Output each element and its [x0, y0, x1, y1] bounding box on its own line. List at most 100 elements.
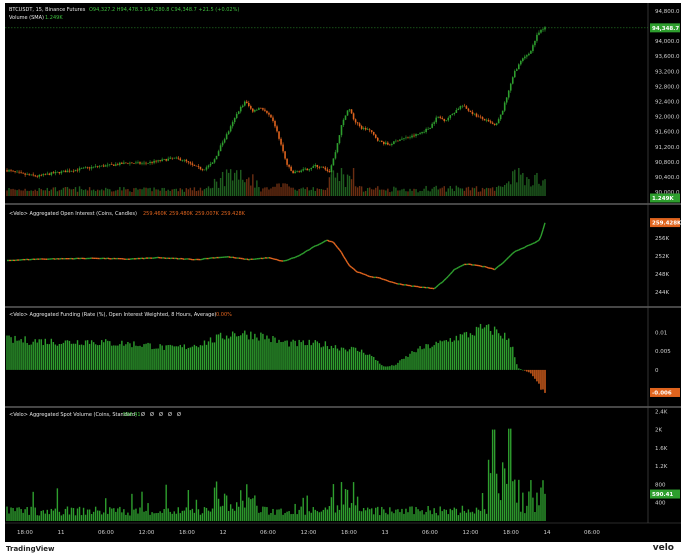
funding-bar[interactable]: [350, 346, 353, 370]
funding-bar[interactable]: [403, 358, 405, 370]
funding-bar[interactable]: [219, 332, 222, 370]
candle[interactable]: [195, 165, 198, 167]
funding-bar[interactable]: [465, 331, 468, 370]
oi-segment[interactable]: [504, 258, 508, 262]
oi-segment[interactable]: [395, 282, 399, 285]
candle[interactable]: [489, 121, 492, 123]
spot-volume-bar[interactable]: [455, 508, 458, 521]
funding-bar[interactable]: [229, 336, 232, 370]
oi-segment[interactable]: [462, 263, 465, 267]
spot-volume-bar[interactable]: [68, 514, 71, 521]
spot-volume-bar[interactable]: [292, 513, 294, 521]
candle[interactable]: [300, 170, 302, 172]
spot-volume-bar[interactable]: [119, 506, 121, 521]
candle[interactable]: [219, 145, 222, 152]
candle[interactable]: [96, 166, 99, 167]
candle[interactable]: [60, 171, 63, 174]
funding-bar[interactable]: [368, 354, 371, 370]
candle[interactable]: [433, 122, 435, 124]
candle[interactable]: [485, 119, 488, 121]
spot-volume-bar[interactable]: [467, 509, 470, 521]
candle[interactable]: [302, 169, 305, 171]
funding-bar[interactable]: [375, 359, 377, 370]
spot-volume-bar[interactable]: [459, 512, 462, 521]
spot-volume-bar[interactable]: [352, 482, 355, 521]
spot-volume-bar[interactable]: [516, 502, 518, 521]
candle[interactable]: [336, 143, 339, 153]
spot-volume-bar[interactable]: [254, 495, 256, 521]
candle[interactable]: [167, 158, 169, 161]
funding-bar[interactable]: [254, 333, 256, 370]
candle[interactable]: [121, 162, 123, 164]
candle[interactable]: [499, 114, 502, 120]
candle[interactable]: [169, 157, 172, 159]
candle[interactable]: [457, 108, 460, 111]
candle[interactable]: [149, 161, 151, 164]
candle[interactable]: [18, 171, 20, 173]
candle[interactable]: [320, 166, 323, 168]
candle[interactable]: [419, 133, 421, 135]
candle[interactable]: [199, 166, 202, 170]
candle[interactable]: [360, 126, 363, 129]
funding-bar[interactable]: [193, 344, 196, 370]
candle[interactable]: [401, 138, 403, 140]
candle[interactable]: [447, 117, 450, 121]
candle[interactable]: [328, 171, 331, 173]
funding-bar[interactable]: [233, 333, 236, 370]
spot-volume-bar[interactable]: [133, 509, 135, 521]
funding-bar[interactable]: [360, 349, 363, 370]
funding-bar[interactable]: [449, 338, 451, 370]
candle[interactable]: [266, 110, 268, 113]
spot-volume-bar[interactable]: [244, 507, 246, 521]
candle[interactable]: [42, 174, 45, 176]
spot-volume-bar[interactable]: [111, 508, 113, 521]
oi-segment[interactable]: [391, 281, 395, 284]
spot-volume-bar[interactable]: [304, 514, 306, 521]
funding-bar[interactable]: [534, 369, 536, 379]
funding-bar[interactable]: [165, 345, 167, 370]
spot-volume-bar[interactable]: [437, 515, 439, 521]
funding-bar[interactable]: [306, 345, 308, 370]
funding-bar[interactable]: [113, 345, 115, 370]
candle[interactable]: [64, 170, 67, 173]
funding-bar[interactable]: [201, 345, 204, 370]
candle[interactable]: [513, 70, 516, 78]
oi-segment[interactable]: [528, 243, 532, 246]
candle[interactable]: [46, 173, 49, 175]
candle[interactable]: [366, 129, 369, 131]
spot-volume-bar[interactable]: [497, 493, 500, 521]
spot-volume-bar[interactable]: [74, 515, 77, 521]
spot-volume-bar[interactable]: [44, 513, 46, 521]
candle[interactable]: [34, 175, 37, 177]
candle[interactable]: [161, 159, 163, 162]
funding-bar[interactable]: [163, 349, 165, 370]
candle[interactable]: [203, 169, 206, 171]
spot-volume-bar[interactable]: [157, 512, 159, 521]
candle[interactable]: [153, 160, 155, 163]
spot-volume-bar[interactable]: [70, 507, 73, 521]
oi-segment[interactable]: [363, 273, 366, 276]
candle[interactable]: [461, 105, 464, 107]
spot-volume-bar[interactable]: [250, 499, 252, 521]
spot-volume-bar[interactable]: [52, 510, 55, 521]
oi-segment[interactable]: [353, 268, 357, 272]
candle[interactable]: [497, 119, 500, 124]
funding-bar[interactable]: [92, 342, 95, 370]
spot-volume-bar[interactable]: [121, 512, 123, 521]
spot-volume-bar[interactable]: [227, 510, 230, 521]
oi-segment[interactable]: [228, 256, 231, 259]
funding-bar[interactable]: [183, 344, 186, 370]
oi-segment[interactable]: [344, 259, 349, 264]
oi-segment[interactable]: [288, 257, 292, 261]
spot-volume-bar[interactable]: [155, 513, 157, 521]
funding-bar[interactable]: [88, 343, 91, 370]
oi-segment[interactable]: [190, 258, 193, 261]
oi-segment[interactable]: [298, 253, 302, 257]
spot-volume-bar[interactable]: [197, 509, 200, 521]
funding-bar[interactable]: [107, 340, 109, 370]
spot-volume-bar[interactable]: [528, 491, 530, 521]
funding-bar[interactable]: [42, 345, 44, 370]
funding-bar[interactable]: [393, 365, 395, 370]
candle[interactable]: [221, 142, 224, 146]
spot-volume-bar[interactable]: [258, 512, 260, 521]
